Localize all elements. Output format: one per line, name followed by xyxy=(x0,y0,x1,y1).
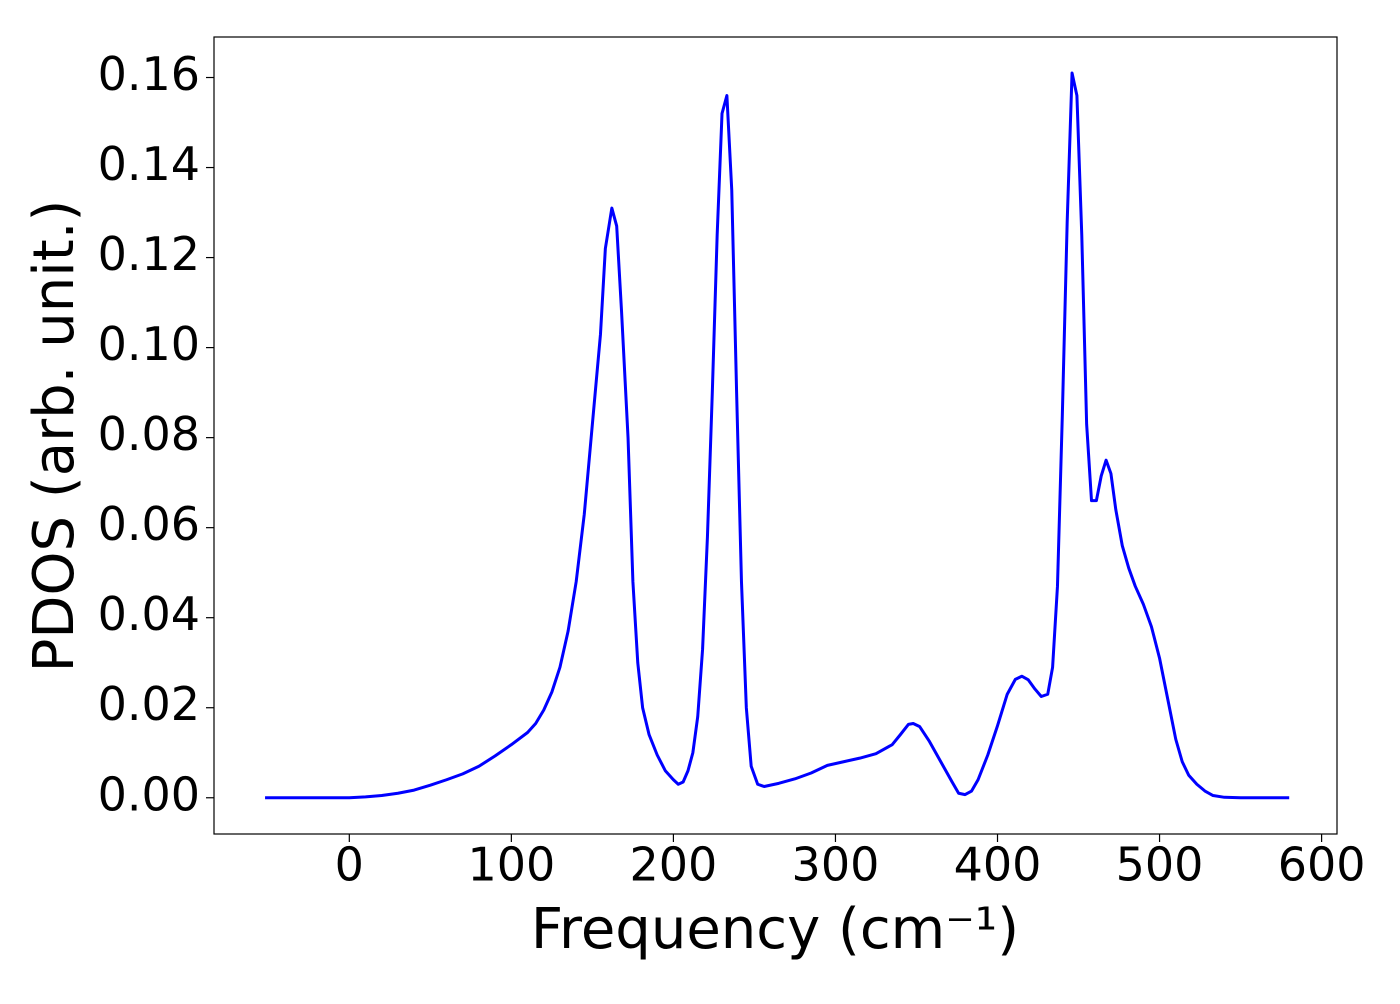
x-tick-label: 600 xyxy=(1278,838,1366,892)
x-tick-label: 200 xyxy=(630,838,718,892)
y-tick-label: 0.08 xyxy=(98,407,200,461)
x-tick-label: 500 xyxy=(1116,838,1204,892)
y-tick-label: 0.02 xyxy=(98,677,200,731)
y-tick-label: 0.14 xyxy=(98,137,200,191)
x-axis-label: Frequency (cm⁻¹) xyxy=(531,897,1019,962)
x-tick-label: 100 xyxy=(467,838,555,892)
x-tick-label: 300 xyxy=(792,838,880,892)
x-tick-label: 0 xyxy=(335,838,364,892)
y-tick-label: 0.16 xyxy=(98,47,200,101)
line-series xyxy=(265,71,1290,800)
y-tick-label: 0.10 xyxy=(98,317,200,371)
y-tick-label: 0.00 xyxy=(98,767,200,821)
y-axis-label: PDOS (arb. unit.) xyxy=(22,200,87,673)
y-tick-label: 0.12 xyxy=(98,227,200,281)
y-tick-label: 0.06 xyxy=(98,497,200,551)
plot-frame xyxy=(213,36,1338,835)
y-tick-label: 0.04 xyxy=(98,587,200,641)
x-tick-label: 400 xyxy=(954,838,1042,892)
